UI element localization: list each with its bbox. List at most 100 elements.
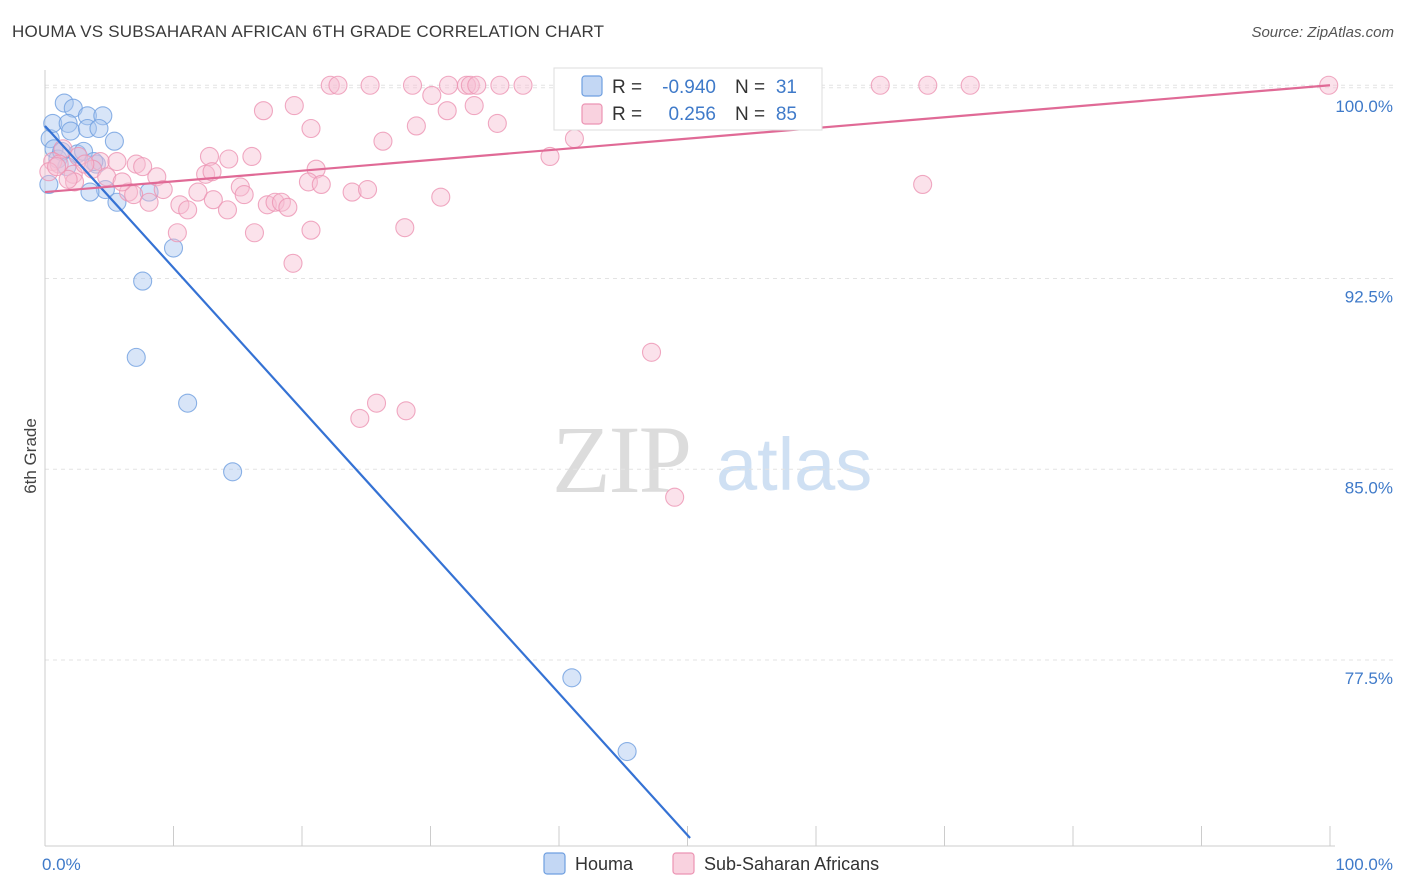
bottom-swatch-houma [543,852,566,875]
data-point [107,151,127,172]
data-point [219,149,239,169]
data-point [271,192,291,212]
data-point [431,187,451,207]
stats-legend: R = -0.940 N = 31 R = 0.256 N = 85 [553,67,823,131]
data-point [438,75,459,95]
x-tick-label-max: 100.0% [1335,855,1393,874]
data-point [464,96,484,116]
chart-title: HOUMA VS SUBSAHARAN AFRICAN 6TH GRADE CO… [12,22,605,41]
data-point [283,253,303,273]
data-point [89,118,109,139]
legend-n-label-houma: N = [735,77,765,98]
data-point [357,179,378,200]
data-point [253,101,274,121]
data-point [97,167,117,187]
data-point [217,200,238,220]
legend-n-value-houma: 31 [776,77,797,98]
data-point [487,113,507,133]
data-point [540,146,560,167]
data-point [311,174,331,194]
grid [45,84,1395,661]
source-label: Source: ZipAtlas.com [1251,24,1394,41]
data-point [178,393,198,413]
data-point [104,131,124,151]
trend-line-houma [44,125,691,839]
data-point [58,169,78,189]
legend-swatch-houma [581,75,603,97]
data-point [402,75,423,95]
y-tick-label: 85.0% [1345,478,1393,497]
data-point [47,157,67,177]
x-tick-label-min: 0.0% [42,855,81,874]
legend-r-value-houma: -0.940 [662,77,716,98]
legend-r-label-subsaharan: R = [612,104,642,125]
data-point [641,342,662,362]
legend-n-value-subsaharan: 85 [776,104,797,125]
data-point [53,139,73,159]
data-point [350,408,370,428]
data-point [513,75,533,95]
data-point [58,113,78,133]
series-legend: Houma Sub-Saharan Africans [543,852,879,875]
data-point [257,195,277,215]
data-point [437,101,457,121]
y-tick-label: 92.5% [1345,288,1393,307]
bottom-legend-houma: Houma [575,854,634,874]
data-point [870,75,890,95]
data-point [188,182,208,202]
bottom-swatch-subsaharan [672,852,695,875]
data-point [406,116,426,136]
data-point [199,146,220,167]
data-point [242,146,262,167]
data-point [167,223,187,243]
watermark-zip: ZIP [552,406,690,513]
data-point [244,223,265,243]
y-axis-title: 6th Grade [21,418,40,494]
trend-line-subsaharan [44,84,1331,194]
data-point [328,75,348,95]
legend-swatch-subsaharan [581,103,603,125]
bottom-legend-subsaharan: Sub-Saharan Africans [704,854,879,874]
data-point [918,75,938,95]
data-point [366,393,387,413]
data-point [133,157,153,177]
axes: 100.0% 92.5% 85.0% 77.5% [44,70,1393,847]
data-point [396,401,416,421]
legend-n-label-subsaharan: N = [735,104,765,125]
legend-r-value-subsaharan: 0.256 [668,104,716,125]
data-point [617,741,637,762]
data-point [913,174,933,194]
data-point [40,129,60,149]
data-point [960,75,980,95]
data-point [139,192,159,212]
data-point [265,192,285,212]
y-tick-label: 77.5% [1345,669,1393,688]
trend-lines [44,84,1331,839]
data-point [178,200,198,220]
data-point [68,146,88,167]
data-point [342,182,362,202]
data-point [460,75,480,95]
data-point [467,75,487,95]
data-point [202,162,222,182]
data-point [301,220,321,240]
y-tick-label: 100.0% [1335,97,1393,116]
watermark-atlas: atlas [716,423,872,506]
data-point [203,190,223,210]
data-point [562,668,582,688]
data-point [301,118,321,139]
data-point [360,75,380,95]
data-point [75,154,95,174]
data-point [422,85,442,105]
data-point [54,93,74,113]
data-point [61,121,81,141]
data-point [77,118,97,139]
legend-r-label-houma: R = [612,77,642,98]
data-point [320,75,340,95]
data-point [112,172,132,192]
data-point [163,238,184,258]
data-point [284,96,304,116]
data-point [126,347,146,367]
data-point [118,182,139,202]
